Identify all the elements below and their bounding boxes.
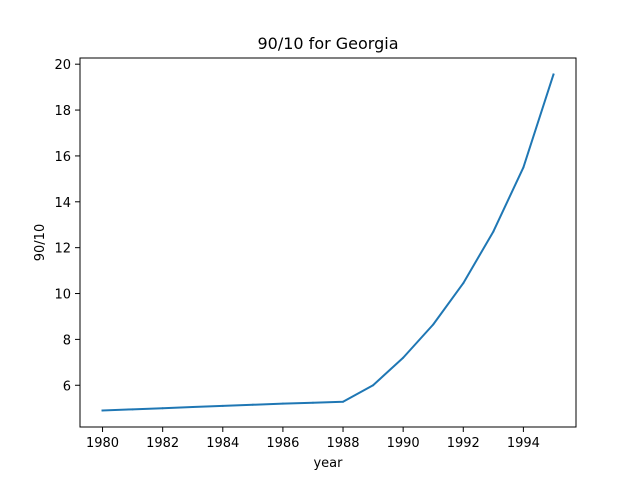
x-axis-label: year (313, 456, 343, 471)
data-point (402, 356, 405, 359)
data-point (191, 406, 194, 409)
y-tick-label: 14 (54, 196, 71, 211)
y-tick-label: 6 (63, 379, 71, 394)
x-tick-label: 1980 (86, 436, 119, 451)
data-point (101, 409, 104, 412)
x-tick-label: 1988 (326, 436, 359, 451)
y-tick-label: 20 (54, 58, 71, 73)
plot-frame (79, 57, 577, 428)
x-tick-label: 1992 (447, 436, 480, 451)
data-point (221, 404, 224, 407)
data-point (492, 230, 495, 233)
x-tick-label: 1986 (266, 436, 299, 451)
data-point (372, 384, 375, 387)
data-point (131, 408, 134, 411)
chart-title: 90/10 for Georgia (257, 34, 398, 53)
data-point (522, 166, 525, 169)
x-tick-label: 1990 (387, 436, 420, 451)
y-axis-ticks: 6 8 10 12 14 16 18 20 (54, 58, 80, 394)
x-axis-ticks: 1980 1982 1984 1986 1988 1990 1992 1994 (86, 427, 540, 451)
y-tick-label: 10 (54, 288, 71, 303)
data-point (342, 400, 345, 403)
x-tick-label: 1984 (206, 436, 239, 451)
y-tick-label: 8 (63, 333, 71, 348)
y-axis-label: 90/10 (33, 224, 48, 261)
data-point (432, 323, 435, 326)
data-point (311, 401, 314, 404)
series-layer (101, 73, 555, 412)
x-tick-label: 1982 (146, 436, 179, 451)
x-tick-label: 1994 (507, 436, 540, 451)
y-tick-label: 12 (54, 242, 71, 257)
data-point (281, 402, 284, 405)
data-point (552, 73, 555, 76)
y-tick-label: 18 (54, 104, 71, 119)
data-point (251, 403, 254, 406)
y-tick-label: 16 (54, 150, 71, 165)
series-line (101, 73, 555, 412)
data-point (462, 282, 465, 285)
data-point (161, 407, 164, 410)
